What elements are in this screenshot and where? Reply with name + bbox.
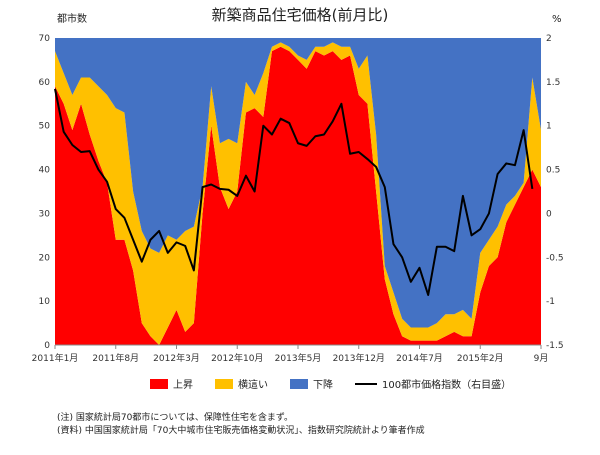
area-fall (55, 38, 541, 328)
y-left-tick-label: 30 (39, 209, 51, 219)
x-tick-label: 2015年2月 (457, 352, 504, 364)
y-right-tick-label: 0.5 (546, 166, 560, 176)
legend: 上昇 横這い 下降 100都市価格指数（右目盛） (150, 376, 533, 391)
legend-swatch-fall (290, 378, 308, 389)
footnotes: (注) 国家統計局70都市については、保障性住宅を含まず。 (資料) 中国国家統… (57, 412, 425, 438)
legend-swatch-index (355, 382, 377, 385)
x-tick-label: 9月 (534, 353, 549, 364)
left-axis-unit: 都市数 (57, 12, 87, 25)
y-right-tick-label: 0 (546, 209, 552, 219)
x-tick-label: 2013年12月 (333, 352, 385, 364)
axes: 0 10 20 30 40 50 60 70 -1.5 -1 -0.5 0 0.5 1 1.5 2 2011年1… (32, 34, 564, 364)
area-rise (55, 46, 541, 346)
y-left-tick-label: 40 (39, 166, 51, 176)
footnote-source: (資料) 中国国家統計局「70大中城市住宅販売価格変動状況」、指数研究院統計より… (57, 426, 425, 436)
y-left-tick-label: 60 (39, 78, 51, 88)
stacked-areas (55, 38, 541, 346)
right-axis-unit: % (552, 14, 562, 25)
chart-title: 新築商品住宅価格(前月比) (212, 6, 389, 24)
x-tick-label: 2013年5月 (275, 352, 322, 364)
legend-item-fall: 下降 (290, 376, 333, 391)
y-right-tick-label: 2 (546, 34, 552, 44)
y-left-tick-label: 50 (39, 122, 51, 132)
y-left-tick-label: 10 (39, 297, 51, 307)
legend-label-flat: 横這い (238, 380, 268, 391)
footnote-note: (注) 国家統計局70都市については、保障性住宅を含まず。 (57, 413, 293, 423)
y-right-tick-label: -1 (546, 297, 555, 307)
area-flat (55, 42, 541, 345)
legend-item-flat: 横這い (215, 376, 268, 391)
legend-label-fall: 下降 (313, 380, 333, 391)
legend-item-index: 100都市価格指数（右目盛） (355, 376, 511, 391)
y-left-tick-label: 20 (39, 253, 51, 263)
legend-item-rise: 上昇 (150, 376, 193, 391)
legend-swatch-rise (150, 378, 168, 389)
legend-swatch-flat (215, 378, 233, 389)
x-tick-label: 2011年8月 (92, 352, 139, 364)
x-tick-label: 2012年3月 (153, 352, 200, 364)
y-right-tick-label: 1.5 (546, 78, 560, 88)
price-index-line (54, 88, 534, 296)
y-right-tick-label: -1.5 (546, 341, 564, 351)
y-right-tick-label: 1 (546, 122, 552, 132)
legend-label-index: 100都市価格指数（右目盛） (382, 380, 512, 391)
x-tick-label: 2012年10月 (211, 352, 263, 364)
y-left-tick-label: 70 (39, 34, 51, 44)
y-right-tick-label: -0.5 (546, 253, 564, 263)
x-tick-label: 2014年7月 (396, 352, 443, 364)
y-left-tick-label: 0 (44, 341, 50, 351)
legend-label-rise: 上昇 (173, 380, 193, 391)
x-tick-label: 2011年1月 (32, 352, 79, 364)
price-index-line-group (54, 88, 534, 296)
